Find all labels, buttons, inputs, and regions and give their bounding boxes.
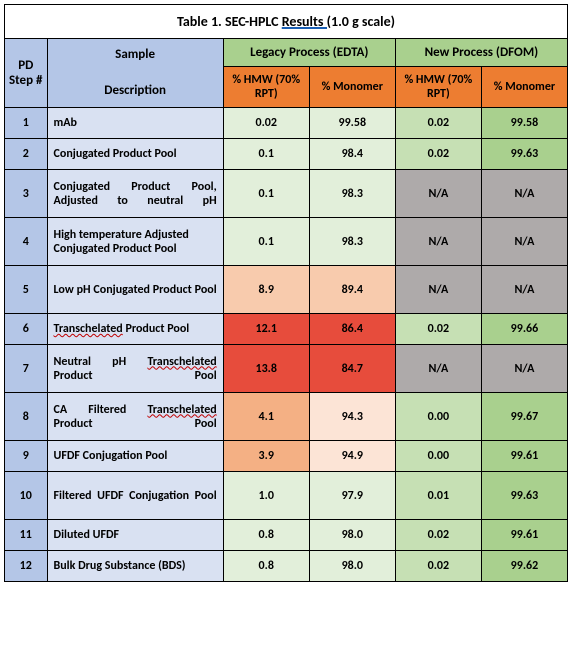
sample-cell: mAb bbox=[47, 108, 223, 139]
value-cell: N/A bbox=[395, 266, 481, 314]
value-cell: 97.9 bbox=[309, 472, 395, 520]
value-cell: 98.0 bbox=[309, 551, 395, 582]
value-cell: 0.02 bbox=[395, 551, 481, 582]
results-table: PD Step # Sample Description Legacy Proc… bbox=[4, 38, 568, 582]
sample-cell: Bulk Drug Substance (BDS) bbox=[47, 551, 223, 582]
value-cell: 98.0 bbox=[309, 520, 395, 551]
step-cell: 1 bbox=[5, 108, 48, 139]
sample-cell: Transchelated Product Pool bbox=[47, 314, 223, 345]
step-cell: 3 bbox=[5, 170, 48, 218]
step-cell: 11 bbox=[5, 520, 48, 551]
value-cell: 0.02 bbox=[395, 520, 481, 551]
value-cell: N/A bbox=[395, 218, 481, 266]
value-cell: N/A bbox=[481, 345, 567, 393]
value-cell: 13.8 bbox=[223, 345, 309, 393]
value-cell: 99.66 bbox=[481, 314, 567, 345]
value-cell: 3.9 bbox=[223, 441, 309, 472]
sample-cell: Conjugated Product Pool, Adjusted to neu… bbox=[47, 170, 223, 218]
value-cell: N/A bbox=[395, 170, 481, 218]
value-cell: 4.1 bbox=[223, 393, 309, 441]
col-legacy-monomer: % Monomer bbox=[309, 67, 395, 108]
col-new-monomer: % Monomer bbox=[481, 67, 567, 108]
value-cell: 0.02 bbox=[395, 108, 481, 139]
value-cell: 98.3 bbox=[309, 170, 395, 218]
sample-cell: CA Filtered Transchelated Product Pool bbox=[47, 393, 223, 441]
col-legacy-hmw: % HMW (70% RPT) bbox=[223, 67, 309, 108]
step-cell: 7 bbox=[5, 345, 48, 393]
value-cell: 0.00 bbox=[395, 441, 481, 472]
title-underlined: Results ( bbox=[282, 13, 331, 30]
value-cell: 99.63 bbox=[481, 472, 567, 520]
col-sample-bot: Description bbox=[104, 83, 166, 98]
step-cell: 4 bbox=[5, 218, 48, 266]
col-legacy: Legacy Process (EDTA) bbox=[223, 39, 395, 67]
value-cell: 8.9 bbox=[223, 266, 309, 314]
step-cell: 12 bbox=[5, 551, 48, 582]
title-suffix: 1.0 g scale) bbox=[331, 13, 395, 30]
table-title: Table 1. SEC-HPLC Results (1.0 g scale) bbox=[4, 4, 568, 38]
value-cell: 0.1 bbox=[223, 170, 309, 218]
value-cell: 98.4 bbox=[309, 139, 395, 170]
value-cell: 94.3 bbox=[309, 393, 395, 441]
value-cell: 0.02 bbox=[395, 314, 481, 345]
value-cell: 0.02 bbox=[395, 139, 481, 170]
value-cell: 99.61 bbox=[481, 441, 567, 472]
value-cell: 99.58 bbox=[309, 108, 395, 139]
sample-cell: UFDF Conjugation Pool bbox=[47, 441, 223, 472]
col-new-hmw: % HMW (70% RPT) bbox=[395, 67, 481, 108]
value-cell: 99.61 bbox=[481, 520, 567, 551]
sample-cell: Low pH Conjugated Product Pool bbox=[47, 266, 223, 314]
value-cell: 99.58 bbox=[481, 108, 567, 139]
step-cell: 6 bbox=[5, 314, 48, 345]
value-cell: 0.02 bbox=[223, 108, 309, 139]
step-cell: 2 bbox=[5, 139, 48, 170]
value-cell: 99.62 bbox=[481, 551, 567, 582]
value-cell: N/A bbox=[395, 345, 481, 393]
value-cell: 98.3 bbox=[309, 218, 395, 266]
value-cell: 99.63 bbox=[481, 139, 567, 170]
sample-cell: Neutral pH Transchelated Product Pool bbox=[47, 345, 223, 393]
value-cell: 0.8 bbox=[223, 520, 309, 551]
value-cell: N/A bbox=[481, 170, 567, 218]
value-cell: 1.0 bbox=[223, 472, 309, 520]
value-cell: 0.1 bbox=[223, 139, 309, 170]
value-cell: 12.1 bbox=[223, 314, 309, 345]
value-cell: 0.1 bbox=[223, 218, 309, 266]
value-cell: 0.01 bbox=[395, 472, 481, 520]
step-cell: 5 bbox=[5, 266, 48, 314]
sample-cell: Conjugated Product Pool bbox=[47, 139, 223, 170]
sample-cell: Diluted UFDF bbox=[47, 520, 223, 551]
value-cell: 0.00 bbox=[395, 393, 481, 441]
value-cell: 89.4 bbox=[309, 266, 395, 314]
value-cell: 86.4 bbox=[309, 314, 395, 345]
title-prefix: Table 1. SEC-HPLC bbox=[177, 13, 282, 30]
sample-cell: High temperature Adjusted Conjugated Pro… bbox=[47, 218, 223, 266]
value-cell: 0.8 bbox=[223, 551, 309, 582]
step-cell: 10 bbox=[5, 472, 48, 520]
value-cell: 94.9 bbox=[309, 441, 395, 472]
value-cell: 84.7 bbox=[309, 345, 395, 393]
col-step: PD Step # bbox=[5, 39, 48, 108]
col-new: New Process (DFOM) bbox=[395, 39, 567, 67]
step-cell: 8 bbox=[5, 393, 48, 441]
value-cell: N/A bbox=[481, 266, 567, 314]
value-cell: N/A bbox=[481, 218, 567, 266]
col-sample-top: Sample bbox=[115, 47, 155, 62]
sample-cell: Filtered UFDF Conjugation Pool bbox=[47, 472, 223, 520]
step-cell: 9 bbox=[5, 441, 48, 472]
value-cell: 99.67 bbox=[481, 393, 567, 441]
col-sample: Sample Description bbox=[47, 39, 223, 108]
